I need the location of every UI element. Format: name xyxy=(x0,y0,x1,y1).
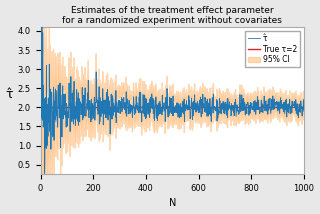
τ̂ xyxy=(61,118,65,120)
τ̂ xyxy=(282,101,285,104)
τ̂ xyxy=(275,107,279,109)
Y-axis label: τ̂: τ̂ xyxy=(5,88,13,101)
X-axis label: N: N xyxy=(169,198,176,208)
Title: Estimates of the treatment effect parameter
for a randomized experiment without : Estimates of the treatment effect parame… xyxy=(62,6,282,25)
Line: τ̂: τ̂ xyxy=(41,16,304,173)
True τ=2 xyxy=(39,106,43,109)
τ̂ xyxy=(251,108,254,111)
τ̂ xyxy=(223,101,227,104)
τ̂ xyxy=(39,59,43,62)
τ̂ xyxy=(43,172,46,175)
τ̂ xyxy=(40,15,44,18)
True τ=2 xyxy=(39,106,43,109)
Legend: τ̂, True τ=2, 95% CI: τ̂, True τ=2, 95% CI xyxy=(245,31,300,67)
τ̂ xyxy=(302,108,306,111)
τ̂ xyxy=(193,105,197,108)
